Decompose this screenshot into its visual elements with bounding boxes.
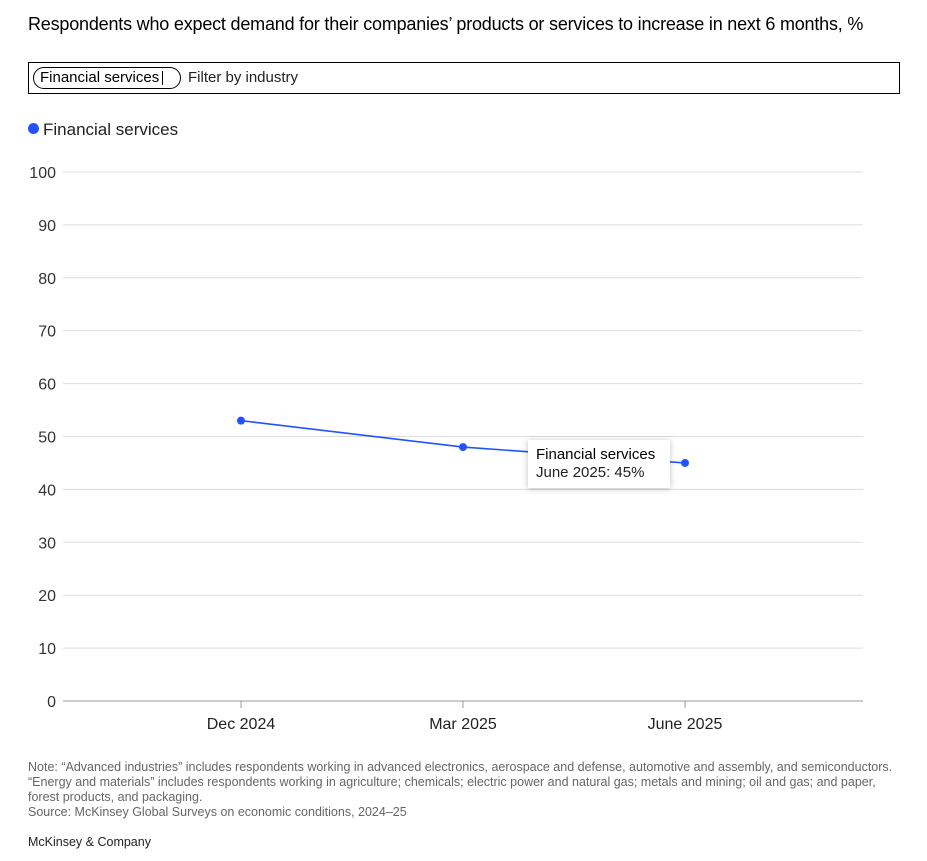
chart-title: Respondents who expect demand for their … xyxy=(28,14,864,34)
data-point xyxy=(237,416,245,425)
y-tick-label: 0 xyxy=(47,694,56,711)
data-tooltip: Financial services June 2025: 45% xyxy=(528,440,670,488)
y-tick-label: 40 xyxy=(38,482,56,499)
x-tick-label: Dec 2024 xyxy=(207,716,276,733)
chip-divider xyxy=(162,71,163,85)
y-tick-label: 10 xyxy=(38,641,56,658)
y-tick-label: 60 xyxy=(38,377,56,394)
tooltip-title: Financial services xyxy=(536,446,656,463)
filter-chip-financial-services[interactable]: Financial services xyxy=(33,67,181,89)
line-chart: 0 10 20 30 40 50 60 70 80 90 100 Dec 2024 Mar 2025 Ju… xyxy=(29,165,863,733)
industry-filter[interactable]: Financial services Filter by industry xyxy=(28,62,900,94)
y-tick-label: 100 xyxy=(29,165,56,182)
legend-dot-icon xyxy=(28,123,39,134)
x-tick-label: Mar 2025 xyxy=(429,716,497,733)
note-text: Note: “Advanced industries” includes res… xyxy=(28,760,893,804)
footnote: Note: “Advanced industries” includes res… xyxy=(28,760,908,820)
data-point xyxy=(681,458,689,467)
y-tick-label: 20 xyxy=(38,588,56,605)
chart-legend: Financial services xyxy=(28,120,178,140)
tooltip-value: June 2025: 45% xyxy=(536,464,645,481)
filter-input-placeholder[interactable]: Filter by industry xyxy=(188,69,299,86)
filter-chip-label: Financial services xyxy=(40,69,160,86)
data-point xyxy=(459,443,467,452)
y-tick-label: 50 xyxy=(38,430,56,447)
brand-name: McKinsey & Company xyxy=(28,835,151,849)
y-tick-label: 90 xyxy=(38,218,56,235)
y-tick-label: 80 xyxy=(38,271,56,288)
source-text: Source: McKinsey Global Surveys on econo… xyxy=(28,805,407,819)
x-tick-label: June 2025 xyxy=(648,716,723,733)
y-tick-label: 30 xyxy=(38,535,56,552)
y-tick-label: 70 xyxy=(38,324,56,341)
legend-label: Financial services xyxy=(43,120,179,139)
